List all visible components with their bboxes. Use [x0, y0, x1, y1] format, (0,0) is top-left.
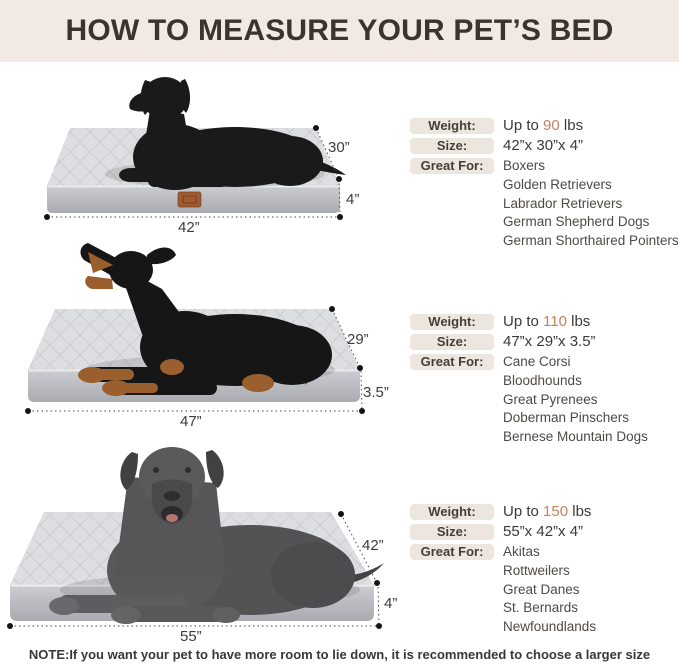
size-label-pill: Size:: [410, 524, 494, 540]
breed-item: Akitas: [503, 543, 540, 559]
up-to-text: Up to: [503, 313, 539, 330]
great-for-label-pill: Great For:: [410, 354, 494, 370]
breed-item: Bernese Mountain Dogs: [503, 428, 648, 444]
black-labrador-dog: [119, 77, 346, 190]
great-dane-dog: [49, 447, 384, 624]
up-to-text: Up to: [503, 117, 539, 134]
lbs-text: lbs: [563, 117, 584, 134]
size-value: 47”x 29”x 3.5”: [503, 333, 596, 350]
doberman-dog: [78, 243, 332, 396]
weight-number: 110: [543, 313, 567, 330]
breed-item: Great Pyrenees: [503, 391, 598, 407]
bed-photo-xlarge: 42” 4” 55”: [0, 425, 410, 648]
size-value: 42”x 30”x 4”: [503, 137, 584, 154]
page-title: HOW TO MEASURE YOUR PET’S BED: [65, 14, 614, 47]
breed-item: Bloodhounds: [503, 373, 582, 388]
depth-dimension-label: 29”: [347, 331, 369, 348]
thickness-dimension-label: 4”: [384, 595, 398, 612]
weight-value: Up to 110 lbs: [503, 314, 672, 330]
breed-item: Great Danes: [503, 581, 580, 597]
breed-item: Golden Retrievers: [503, 177, 612, 192]
great-dane-bed-illustration: [7, 447, 384, 629]
width-dimension-label: 55”: [180, 628, 202, 645]
specs-xlarge: Weight: Up to 150 lbs Size: 55”x 42”x 4”…: [410, 504, 672, 634]
up-to-text: Up to: [503, 503, 539, 520]
brand-tag: [177, 191, 202, 208]
black-labrador-bed-illustration: [44, 77, 346, 220]
size-label-pill: Size:: [410, 138, 494, 154]
weight-label-pill: Weight:: [410, 504, 494, 520]
size-value: 55”x 42”x 4”: [503, 523, 584, 540]
weight-label-pill: Weight:: [410, 118, 494, 134]
header-band: HOW TO MEASURE YOUR PET’S BED: [0, 0, 679, 62]
width-dimension-label: 42”: [178, 219, 200, 236]
breed-item: Labrador Retrievers: [503, 195, 623, 211]
footer-note: NOTE:If you want your pet to have more r…: [28, 647, 651, 662]
depth-dimension-label: 30”: [328, 139, 350, 156]
thickness-dimension-label: 3.5”: [363, 384, 389, 401]
weight-label-pill: Weight:: [410, 314, 494, 330]
weight-number: 90: [543, 117, 560, 134]
breed-item: Boxers: [503, 157, 546, 173]
depth-dimension-label: 42”: [362, 537, 384, 554]
weight-value: Up to 150 lbs: [503, 504, 672, 520]
breed-item: St. Bernards: [503, 600, 579, 615]
doberman-bed-illustration: [25, 243, 365, 414]
great-for-label-pill: Great For:: [410, 158, 494, 174]
breed-item: Newfoundlands: [503, 618, 597, 634]
bed-photo-medium: 30” 4” 42”: [0, 62, 410, 236]
lbs-text: lbs: [571, 313, 591, 330]
specs-large: Weight: Up to 110 lbs Size: 47”x 29”x 3.…: [410, 314, 672, 444]
breed-item: German Shepherd Dogs: [503, 214, 650, 229]
specs-medium: Weight: Up to 90 lbs Size: 42”x 30”x 4” …: [410, 118, 679, 248]
weight-value: Up to 90 lbs: [503, 118, 679, 134]
breed-item: Doberman Pinschers: [503, 410, 630, 425]
width-dimension-label: 47”: [180, 413, 202, 430]
great-for-label-pill: Great For:: [410, 544, 494, 560]
breed-item: Rottweilers: [503, 563, 570, 578]
bed-photo-large: 29” 3.5” 47”: [0, 235, 410, 430]
lbs-text: lbs: [572, 503, 592, 520]
breed-item: Cane Corsi: [503, 353, 571, 369]
weight-number: 150: [543, 503, 569, 520]
size-label-pill: Size:: [410, 334, 494, 350]
breed-item: German Shorthaired Pointers: [503, 232, 679, 248]
thickness-dimension-label: 4”: [346, 191, 360, 208]
